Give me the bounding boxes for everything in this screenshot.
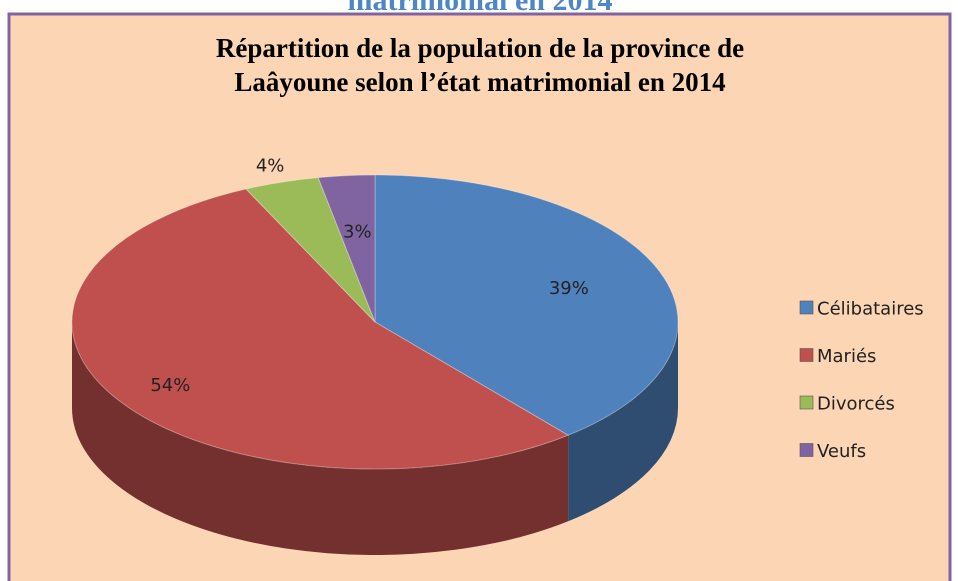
chart-title: Répartition de la population de la provi… [216, 33, 744, 63]
data-label: 39% [549, 278, 589, 299]
legend-swatch [799, 395, 814, 410]
data-label: 4% [256, 155, 285, 176]
data-label: 54% [150, 375, 190, 396]
legend-swatch [799, 300, 814, 315]
chart-title: Laâyoune selon l’état matrimonial en 201… [234, 67, 725, 97]
slice [317, 174, 376, 323]
legend-swatch [799, 348, 814, 362]
legend-label: Divorcés [817, 394, 895, 415]
legend-label: Mariés [817, 346, 876, 367]
legend-label: Veufs [817, 441, 866, 462]
slice [71, 188, 570, 470]
legend-label: Célibataires [817, 299, 924, 320]
data-label: 3% [343, 221, 372, 242]
slice-side [568, 322, 678, 522]
legend-swatch [799, 443, 814, 457]
slice [374, 174, 679, 436]
slice [245, 177, 376, 323]
slice-side [72, 322, 569, 555]
